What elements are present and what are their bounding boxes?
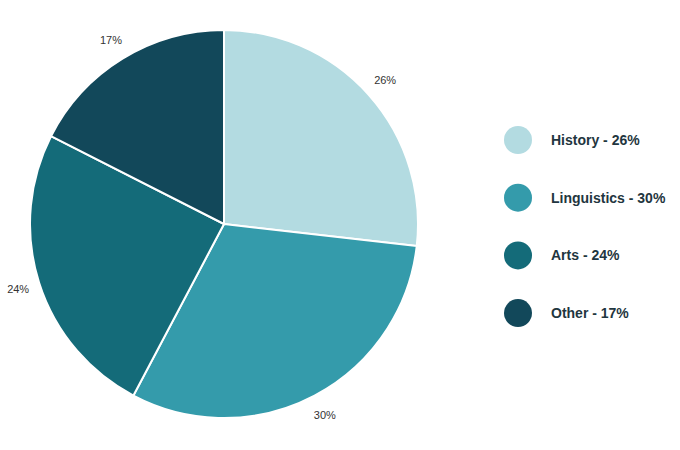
- slices: HistoryLinguisticsArtsOther: [30, 30, 418, 418]
- pie-slice: Other: [51, 30, 224, 224]
- legend-swatch: [504, 126, 532, 154]
- chart: HistoryLinguisticsArtsOther26% 30% 24% 17% H…: [0, 0, 680, 450]
- data-label: 17%: [100, 34, 122, 46]
- legend-label: Arts - 24%: [551, 247, 620, 263]
- legend-swatch: [504, 184, 532, 212]
- legend-label: Other - 17%: [551, 305, 629, 321]
- data-labels: 26% 30% 24% 17%: [7, 34, 396, 421]
- legend-label: History - 26%: [551, 132, 640, 148]
- data-label: 26%: [374, 74, 396, 86]
- legend-label: Linguistics - 30%: [551, 190, 666, 206]
- legend-swatch: [504, 299, 532, 327]
- legend-swatch: [504, 241, 532, 269]
- legend: History - 26% Linguistics - 30% Arts - 24%…: [504, 126, 666, 327]
- data-label: 24%: [7, 283, 29, 295]
- pie-slice: History: [224, 30, 418, 246]
- data-label: 30%: [314, 409, 336, 421]
